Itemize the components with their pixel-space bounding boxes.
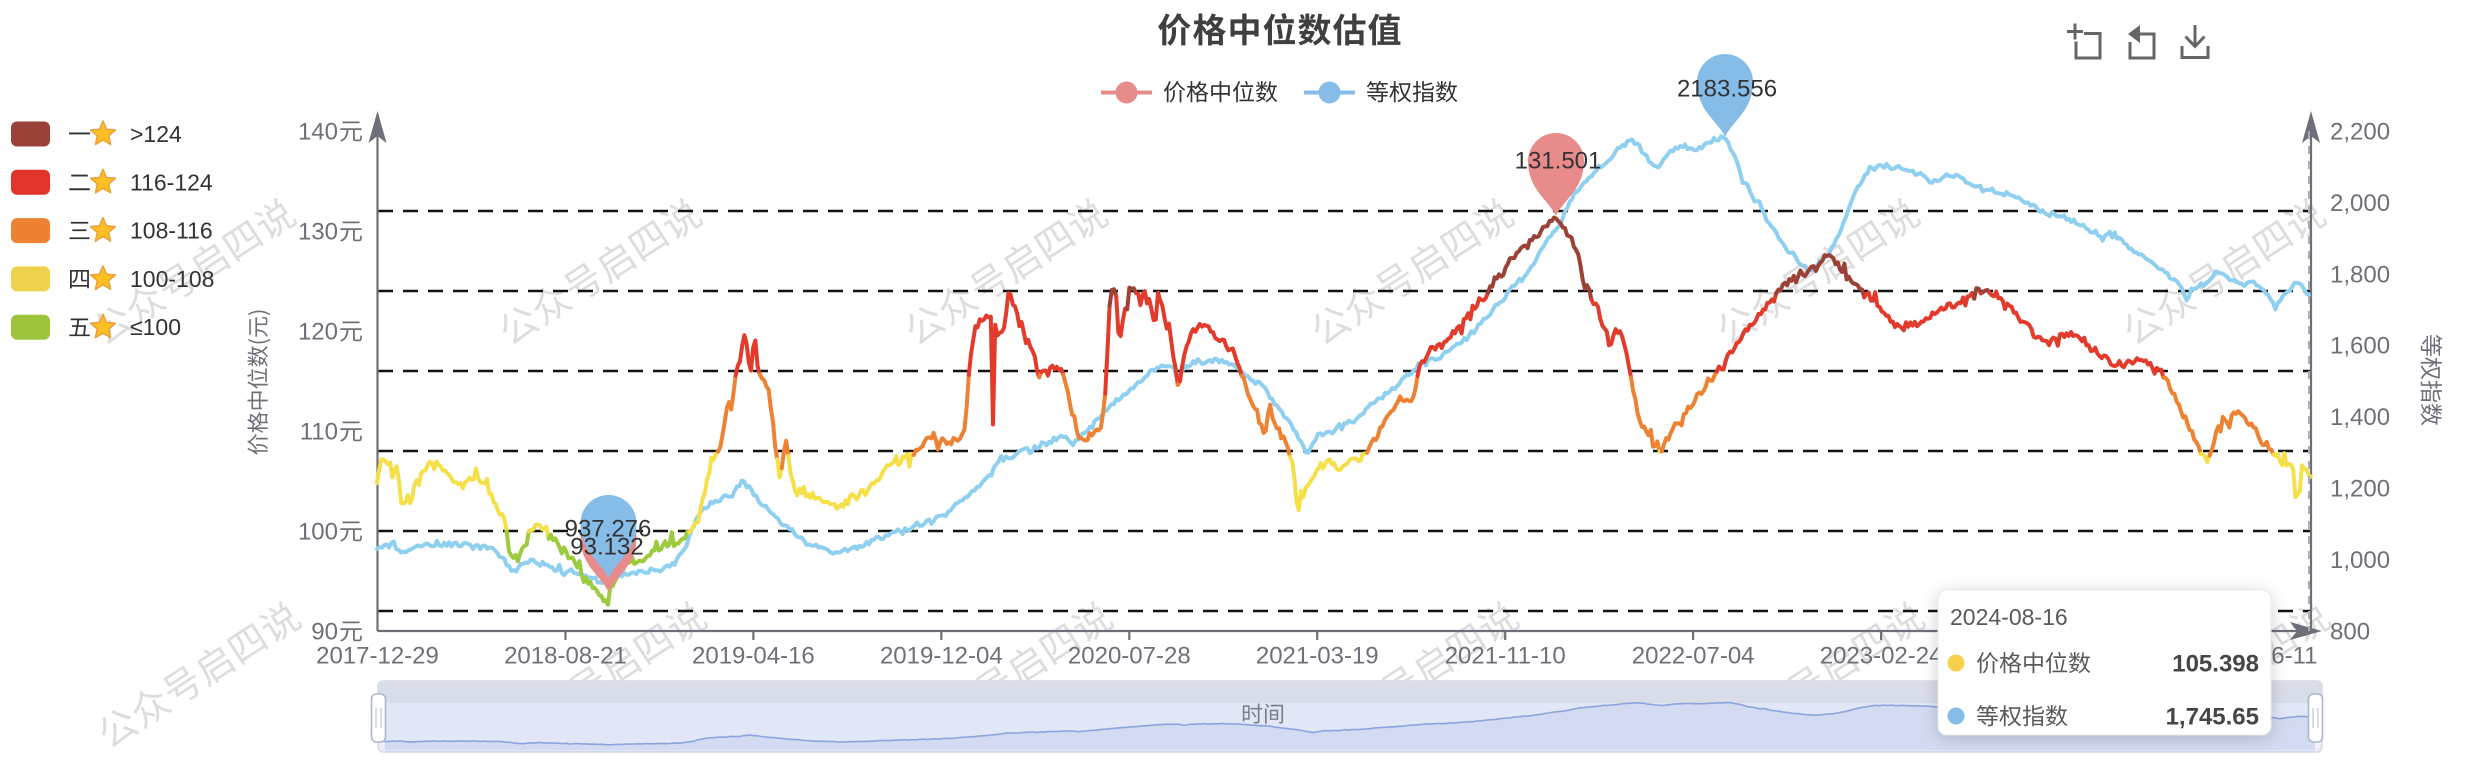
svg-text:120: 120 (298, 318, 338, 345)
svg-text:2021-11-10: 2021-11-10 (1445, 642, 1566, 669)
svg-text:2,000: 2,000 (2330, 190, 2390, 217)
svg-text:1,400: 1,400 (2330, 404, 2390, 431)
svg-text:100: 100 (298, 518, 338, 545)
svg-text:116-124: 116-124 (130, 169, 213, 195)
svg-text:937.276: 937.276 (565, 515, 652, 542)
svg-text:140: 140 (298, 118, 338, 145)
svg-text:>124: >124 (130, 121, 182, 147)
svg-text:1,800: 1,800 (2330, 261, 2390, 288)
svg-text:2,200: 2,200 (2330, 118, 2390, 145)
svg-text:2183.556: 2183.556 (1677, 75, 1777, 102)
svg-text:2017-12-29: 2017-12-29 (316, 642, 439, 669)
svg-text:93.132: 93.132 (570, 533, 643, 560)
svg-text:100-108: 100-108 (130, 266, 214, 292)
svg-text:2022-07-04: 2022-07-04 (1632, 642, 1755, 669)
svg-text:105.398: 105.398 (2172, 650, 2259, 677)
svg-text:130: 130 (298, 218, 338, 245)
svg-text:108-116: 108-116 (130, 218, 213, 244)
svg-text:2018-08-21: 2018-08-21 (504, 642, 627, 669)
svg-text:1,600: 1,600 (2330, 333, 2390, 360)
svg-text:1,200: 1,200 (2330, 476, 2390, 503)
svg-text:2023-02-24: 2023-02-24 (1820, 642, 1943, 669)
svg-text:2019-04-16: 2019-04-16 (692, 642, 815, 669)
svg-text:1,745.65: 1,745.65 (2166, 703, 2259, 730)
svg-text:1,000: 1,000 (2330, 547, 2390, 574)
svg-text:110: 110 (300, 418, 338, 445)
svg-text:2019-12-04: 2019-12-04 (880, 642, 1003, 669)
svg-text:2021-03-19: 2021-03-19 (1256, 642, 1379, 669)
svg-text:90: 90 (311, 618, 338, 645)
svg-text:2024-08-16: 2024-08-16 (1950, 604, 2068, 630)
svg-text:2020-07-28: 2020-07-28 (1068, 642, 1191, 669)
svg-text:800: 800 (2330, 618, 2370, 645)
svg-text:≤100: ≤100 (130, 314, 181, 340)
svg-text:131.501: 131.501 (1515, 147, 1602, 174)
